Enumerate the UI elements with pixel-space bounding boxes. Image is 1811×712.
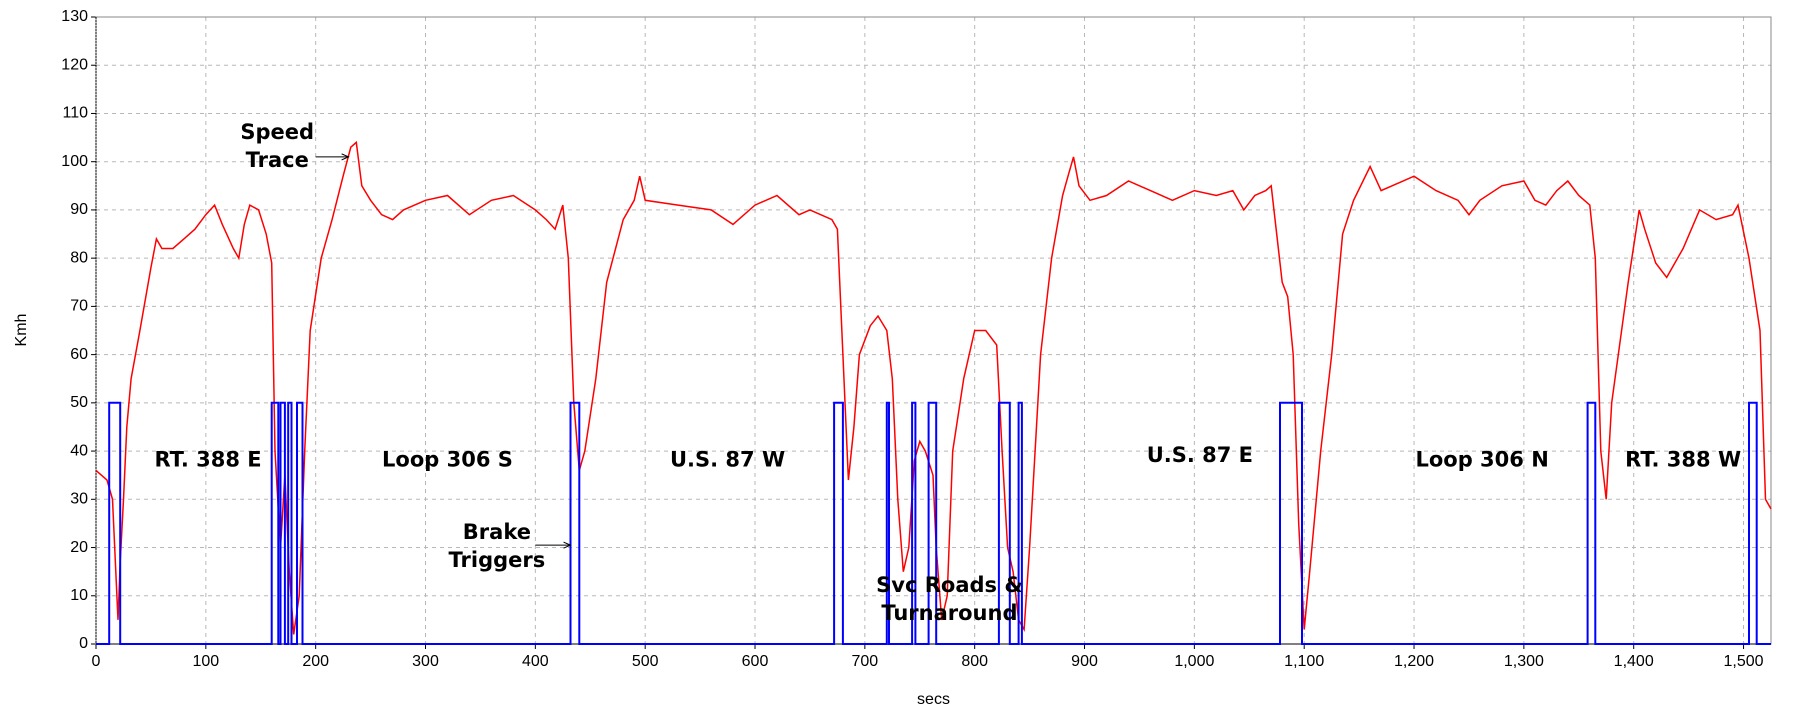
y-tick-label: 10 [70, 587, 88, 604]
annotation: Loop 306 S [382, 448, 513, 472]
x-tick-label: 300 [412, 653, 439, 670]
annotation: Triggers [449, 548, 546, 572]
x-tick-label: 400 [522, 653, 549, 670]
y-tick-label: 0 [79, 635, 88, 652]
y-tick-label: 60 [70, 346, 88, 363]
x-tick-label: 100 [192, 653, 219, 670]
y-axis-label: Kmh [13, 314, 30, 347]
x-tick-label: 0 [92, 653, 101, 670]
x-tick-label: 1,500 [1724, 653, 1764, 670]
y-tick-label: 110 [62, 105, 88, 122]
annotation: Svc Roads & [876, 573, 1023, 597]
x-tick-label: 700 [852, 653, 879, 670]
y-tick-label: 50 [70, 394, 88, 411]
annotation: Turnaround [881, 601, 1017, 625]
line-series [96, 401, 1771, 645]
x-tick-label: 600 [742, 653, 769, 670]
x-tick-label: 800 [961, 653, 988, 670]
annotation: U.S. 87 E [1147, 443, 1253, 467]
y-tick-label: 120 [61, 56, 88, 73]
annotation: RT. 388 W [1625, 448, 1741, 472]
annotation: Trace [246, 148, 309, 172]
x-tick-label: 500 [632, 653, 659, 670]
y-tick-label: 30 [70, 491, 88, 508]
annotation: Brake [463, 520, 531, 544]
line-series [95, 140, 1772, 635]
y-tick-label: 20 [70, 539, 88, 556]
annotation: Speed [240, 120, 314, 144]
x-axis-label: secs [917, 691, 950, 708]
y-tick-label: 40 [70, 442, 88, 459]
y-tick-label: 70 [70, 298, 88, 315]
x-tick-label: 1,300 [1504, 653, 1544, 670]
annotation: Loop 306 N [1415, 448, 1548, 472]
annotation: RT. 388 E [154, 448, 261, 472]
plot-frame [95, 16, 1772, 645]
x-tick-label: 1,200 [1394, 653, 1434, 670]
x-tick-label: 1,400 [1614, 653, 1654, 670]
x-tick-label: 200 [302, 653, 329, 670]
x-tick-label: 1,100 [1284, 653, 1324, 670]
y-tick-label: 130 [61, 8, 88, 25]
annotation: U.S. 87 W [670, 448, 785, 472]
x-tick-label: 900 [1071, 653, 1098, 670]
y-tick-label: 100 [61, 153, 88, 170]
x-tick-label: 1,000 [1174, 653, 1214, 670]
y-tick-label: 80 [70, 249, 88, 266]
y-tick-label: 90 [70, 201, 88, 218]
